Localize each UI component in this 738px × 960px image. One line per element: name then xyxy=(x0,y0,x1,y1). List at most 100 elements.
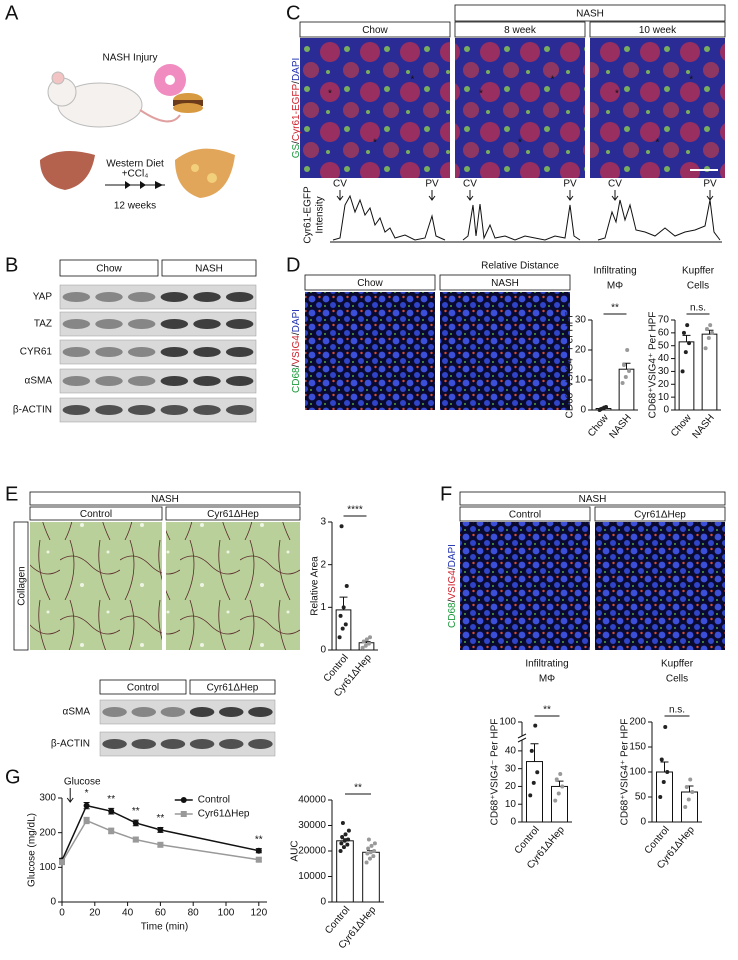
profile-ylabel: Intensity xyxy=(315,196,326,233)
data-point xyxy=(560,784,565,789)
blot-band xyxy=(160,405,189,415)
data-point xyxy=(665,770,670,774)
y-tick-label: 2 xyxy=(320,559,326,570)
data-point xyxy=(529,748,534,753)
data-point xyxy=(688,777,693,782)
header-box xyxy=(454,21,586,38)
duration-label: 12 weeks xyxy=(114,201,156,212)
data-point xyxy=(346,837,351,842)
cv-marker: CV xyxy=(333,179,347,190)
blot-strip xyxy=(59,284,257,310)
error-bar xyxy=(660,761,669,772)
header-label: Cyr61ΔHep xyxy=(634,510,686,521)
pv-marker: PV xyxy=(703,179,717,190)
profile-curves xyxy=(332,194,721,241)
data-point xyxy=(684,785,689,789)
arrow-label: Glucose xyxy=(64,777,101,788)
legend-marker xyxy=(180,797,187,803)
chart-title: MΦ xyxy=(607,281,623,292)
header-label: Cyr61ΔHep xyxy=(207,683,259,694)
blot-band xyxy=(127,405,156,415)
y-tick-label: 70 xyxy=(658,315,670,326)
y-axis-label: AUC xyxy=(290,840,301,861)
blot-row-label: αSMA xyxy=(25,376,53,387)
cv-marker: CV xyxy=(463,179,477,190)
data-point xyxy=(369,843,374,848)
significance-label: ** xyxy=(107,794,115,805)
marker-arrow xyxy=(336,190,344,201)
blot-row-label: CYR61 xyxy=(20,347,53,358)
data-point xyxy=(683,350,688,355)
chart-title: Kupffer xyxy=(682,266,715,277)
y-tick-label: 10 xyxy=(575,375,587,386)
data-point xyxy=(360,645,365,650)
data-point xyxy=(342,838,347,843)
chart-title: MΦ xyxy=(539,674,555,685)
data-point xyxy=(341,845,346,850)
y-tick-label: 10 xyxy=(505,799,517,810)
y-tick-label: 100 xyxy=(629,767,646,778)
y-tick-label: 0 xyxy=(663,405,669,416)
header-label: Control xyxy=(127,683,159,694)
y-tick-label: 200 xyxy=(629,717,646,728)
panel-letter: G xyxy=(5,766,21,788)
data-point xyxy=(339,841,344,846)
header-box xyxy=(459,506,591,522)
stain-part: CD68 xyxy=(291,367,302,393)
data-point xyxy=(83,817,90,824)
data-point xyxy=(686,797,691,802)
data-point xyxy=(340,820,345,825)
stain-box xyxy=(13,521,29,651)
legend-label: Control xyxy=(198,795,230,806)
micrograph xyxy=(30,522,162,650)
blot-band xyxy=(193,319,221,329)
significance-label: ** xyxy=(354,783,362,794)
y-tick-label: 1 xyxy=(320,602,326,613)
data-point xyxy=(366,641,371,646)
y-tick-label: 3 xyxy=(320,517,326,528)
data-point xyxy=(108,808,115,815)
data-point xyxy=(708,323,713,328)
stain-label: Collagen xyxy=(17,566,28,605)
blot-band xyxy=(248,707,273,717)
x-tick-label: 40 xyxy=(122,908,134,919)
axis-break xyxy=(517,737,527,743)
data-point xyxy=(338,613,343,618)
stain-part: DAPI xyxy=(447,544,458,567)
y-tick-label: 20000 xyxy=(298,846,326,857)
blot-row-label: β-ACTIN xyxy=(51,739,90,750)
data-point xyxy=(367,856,372,861)
y-tick-label: 0 xyxy=(50,897,56,908)
blot-band xyxy=(95,405,123,415)
data-point xyxy=(364,637,369,642)
data-point xyxy=(556,791,561,796)
series-line xyxy=(61,804,259,861)
micrograph xyxy=(460,522,590,650)
legend-marker xyxy=(180,811,187,817)
data-point xyxy=(623,375,628,379)
micrograph xyxy=(440,292,570,410)
blot-band xyxy=(193,347,221,357)
blot-band xyxy=(160,376,189,386)
asterisk: * xyxy=(615,89,619,100)
header-box xyxy=(459,491,726,506)
blot-band xyxy=(127,319,156,329)
diet-label: Western Diet xyxy=(106,159,164,170)
blot-band xyxy=(95,292,123,302)
data-point xyxy=(706,336,711,340)
bar xyxy=(526,761,543,823)
bar xyxy=(701,333,718,411)
blot-band xyxy=(225,405,254,415)
y-tick-label: 0 xyxy=(510,817,516,828)
legend-label: Cyr61ΔHep xyxy=(198,809,250,820)
data-point xyxy=(344,584,349,588)
significance-label: n.s. xyxy=(669,705,685,716)
data-point xyxy=(661,780,666,784)
stain-part: DAPI xyxy=(291,58,302,81)
y-tick-label: 100 xyxy=(499,717,516,728)
data-point xyxy=(132,819,139,826)
asterisk: * xyxy=(689,75,693,86)
chart-title: Cells xyxy=(687,281,709,292)
blot-band xyxy=(95,347,123,357)
header-label: NASH xyxy=(576,9,604,20)
